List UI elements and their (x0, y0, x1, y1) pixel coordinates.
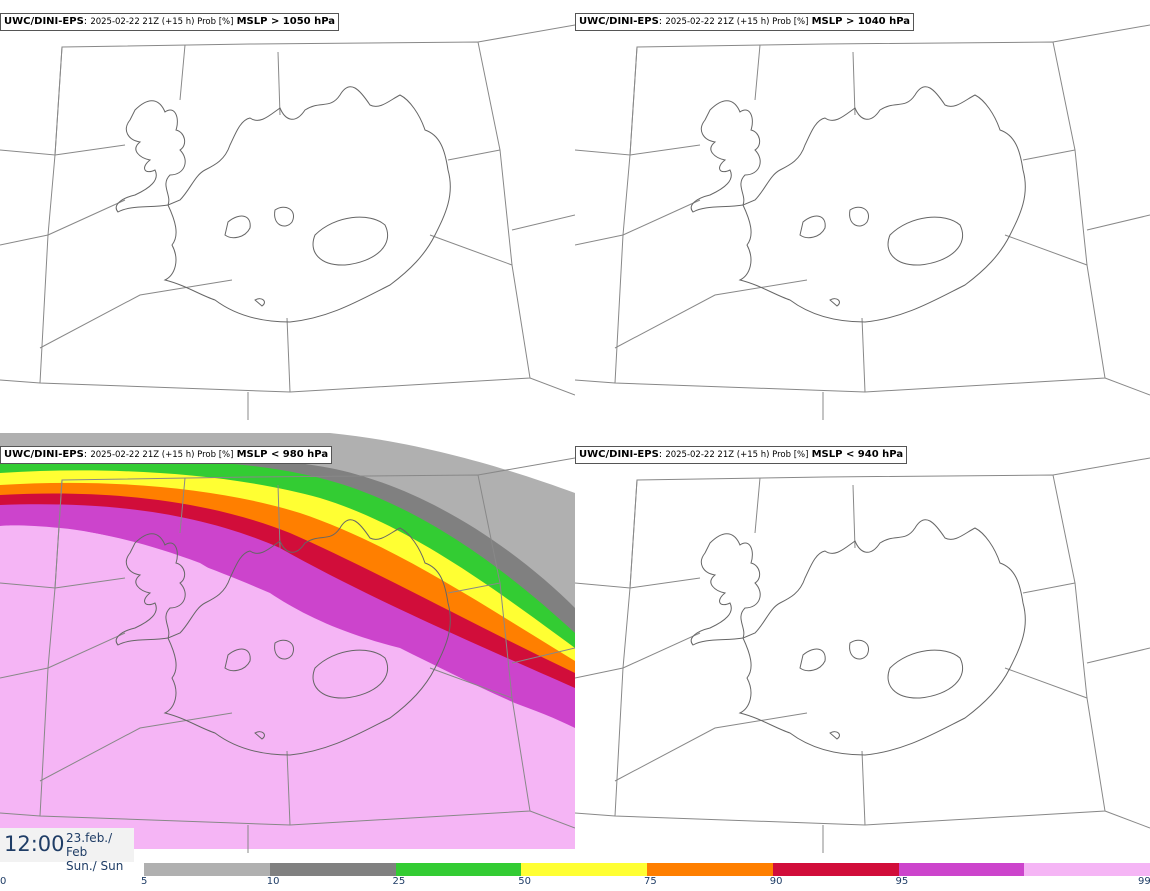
colorbar-tick-label: 90 (769, 876, 783, 887)
colorbar-tick-label: 75 (644, 876, 657, 887)
date-line-1: 23.feb./ Feb (66, 831, 113, 859)
run-info: 2025-02-22 21Z (+15 h) Prob [%] (665, 450, 809, 460)
colorbar-segment-2 (395, 863, 522, 876)
colorbar-tick-label: 0 (0, 876, 7, 887)
valid-time-box: 12:00 23.feb./ Feb Sun./ Sun (0, 828, 134, 873)
threshold-label: MSLP < 940 hPa (811, 449, 904, 460)
model-name: UWC/DINI-EPS (579, 449, 659, 460)
probability-colorbar (144, 863, 1150, 876)
map-panel-mslp-gt-1050: UWC/DINI-EPS: 2025-02-22 21Z (+15 h) Pro… (0, 0, 575, 430)
colorbar-segment-3 (521, 863, 647, 876)
threshold-label: MSLP < 980 hPa (236, 449, 329, 460)
colorbar-tick-label: 25 (392, 876, 406, 887)
run-info: 2025-02-22 21Z (+15 h) Prob [%] (90, 450, 234, 460)
map-panel-mslp-lt-980: UWC/DINI-EPS: 2025-02-22 21Z (+15 h) Pro… (0, 433, 575, 863)
model-name: UWC/DINI-EPS (579, 16, 659, 27)
map-canvas (575, 24, 1150, 421)
colorbar-tick-label: 95 (895, 876, 909, 887)
map-canvas (0, 433, 575, 863)
model-name: UWC/DINI-EPS (4, 449, 84, 460)
date-line-2: Sun./ Sun (66, 859, 124, 873)
colorbar-tick-label: 5 (141, 876, 148, 887)
colorbar-segment-4 (647, 863, 773, 876)
panel-title: UWC/DINI-EPS: 2025-02-22 21Z (+15 h) Pro… (575, 13, 915, 31)
colorbar-segment-7 (1024, 863, 1150, 876)
colorbar-tick-label: 50 (518, 876, 531, 887)
colorbar-tick-label: 99 (1138, 876, 1150, 887)
panel-title: UWC/DINI-EPS: 2025-02-22 21Z (+15 h) Pro… (575, 446, 908, 464)
map-canvas (0, 24, 575, 421)
run-info: 2025-02-22 21Z (+15 h) Prob [%] (665, 17, 809, 27)
map-canvas (575, 457, 1150, 854)
model-name: UWC/DINI-EPS (4, 16, 84, 27)
valid-time: 12:00 (4, 832, 65, 856)
map-panel-mslp-gt-1040: UWC/DINI-EPS: 2025-02-22 21Z (+15 h) Pro… (575, 0, 1150, 430)
probability-fill (0, 433, 575, 863)
colorbar-tick-label: 10 (266, 876, 280, 887)
valid-date: 23.feb./ Feb Sun./ Sun (66, 831, 134, 873)
threshold-label: MSLP > 1050 hPa (236, 16, 336, 27)
run-info: 2025-02-22 21Z (+15 h) Prob [%] (90, 17, 234, 27)
panel-title: UWC/DINI-EPS: 2025-02-22 21Z (+15 h) Pro… (0, 13, 340, 31)
colorbar-segment-5 (772, 863, 899, 876)
colorbar-segment-6 (898, 863, 1025, 876)
panel-title: UWC/DINI-EPS: 2025-02-22 21Z (+15 h) Pro… (0, 446, 333, 464)
colorbar-segment-0 (144, 863, 270, 876)
threshold-label: MSLP > 1040 hPa (811, 16, 911, 27)
map-panel-mslp-lt-940: UWC/DINI-EPS: 2025-02-22 21Z (+15 h) Pro… (575, 433, 1150, 863)
colorbar-segment-1 (269, 863, 396, 876)
